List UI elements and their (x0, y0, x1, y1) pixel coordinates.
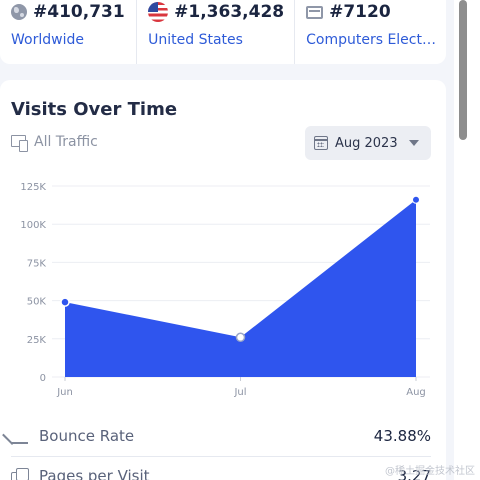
us-flag-icon (148, 2, 169, 22)
scrollbar-track[interactable] (454, 0, 480, 480)
rank-country-value-row: #1,363,428 (148, 0, 284, 24)
devices-icon (11, 134, 28, 152)
date-dropdown[interactable]: Aug 2023 (305, 126, 431, 160)
metric-pages-per-visit: Pages per Visit 3.27 (11, 457, 431, 480)
rank-country-link[interactable]: United States (148, 32, 243, 48)
y-tick-label: 25K (27, 335, 47, 346)
rank-category-link[interactable]: Computers Elect… (306, 32, 436, 48)
data-point (412, 195, 420, 204)
rank-worldwide-value: #410,731 (33, 2, 125, 22)
y-tick-label: 75K (27, 258, 47, 269)
bounce-icon (11, 427, 29, 445)
calendar-icon (314, 136, 328, 150)
watermark: @稀土掘金技术社区 (385, 466, 475, 477)
metric-bounce-rate-label-wrap: Bounce Rate (11, 427, 134, 445)
date-dropdown-value: Aug 2023 (335, 135, 398, 151)
data-point (60, 297, 70, 307)
globe-icon (11, 4, 27, 20)
pages-icon (11, 468, 29, 480)
visits-title: Visits Over Time (11, 99, 178, 120)
metric-pages-label: Pages per Visit (39, 467, 150, 480)
metric-bounce-rate-value: 43.88% (373, 427, 431, 445)
traffic-filter[interactable]: All Traffic (11, 134, 98, 152)
rank-worldwide-value-row: #410,731 (11, 0, 126, 24)
rank-country: #1,363,428 United States (137, 0, 296, 64)
metric-pages-value: 3.27 (397, 467, 431, 480)
visits-chart: 0 25K 50K 75K 100K 125K Jun Jul Aug (20, 182, 430, 398)
category-icon (306, 5, 324, 19)
x-tick-label: Jun (56, 387, 73, 398)
rank-worldwide: #410,731 Worldwide (0, 0, 138, 64)
metric-bounce-rate-label: Bounce Rate (39, 427, 135, 445)
rank-worldwide-link[interactable]: Worldwide (11, 32, 84, 48)
rank-category-value-row: #7120 (306, 0, 436, 24)
metric-pages-label-wrap: Pages per Visit (11, 467, 150, 480)
area-series (65, 199, 416, 377)
scrollbar-thumb[interactable] (459, 0, 467, 140)
rank-category-value: #7120 (329, 2, 391, 22)
y-tick-label: 125K (20, 182, 46, 193)
rank-card: #410,731 Worldwide #1,363,428 United Sta… (0, 0, 446, 64)
y-tick-label: 0 (40, 373, 46, 384)
data-point (235, 332, 246, 343)
metric-bounce-rate: Bounce Rate 43.88% (11, 417, 431, 455)
chevron-down-icon (409, 140, 419, 146)
x-tick-label: Jul (233, 387, 246, 398)
metric-divider (11, 456, 431, 457)
visits-card: Visits Over Time All Traffic Aug 2023 0 2… (0, 80, 446, 480)
y-tick-label: 50K (27, 297, 47, 308)
x-tick-label: Aug (406, 387, 426, 398)
traffic-label: All Traffic (34, 134, 98, 150)
y-tick-label: 100K (20, 220, 46, 231)
rank-country-value: #1,363,428 (174, 2, 285, 22)
rank-category: #7120 Computers Elect… (295, 0, 446, 64)
